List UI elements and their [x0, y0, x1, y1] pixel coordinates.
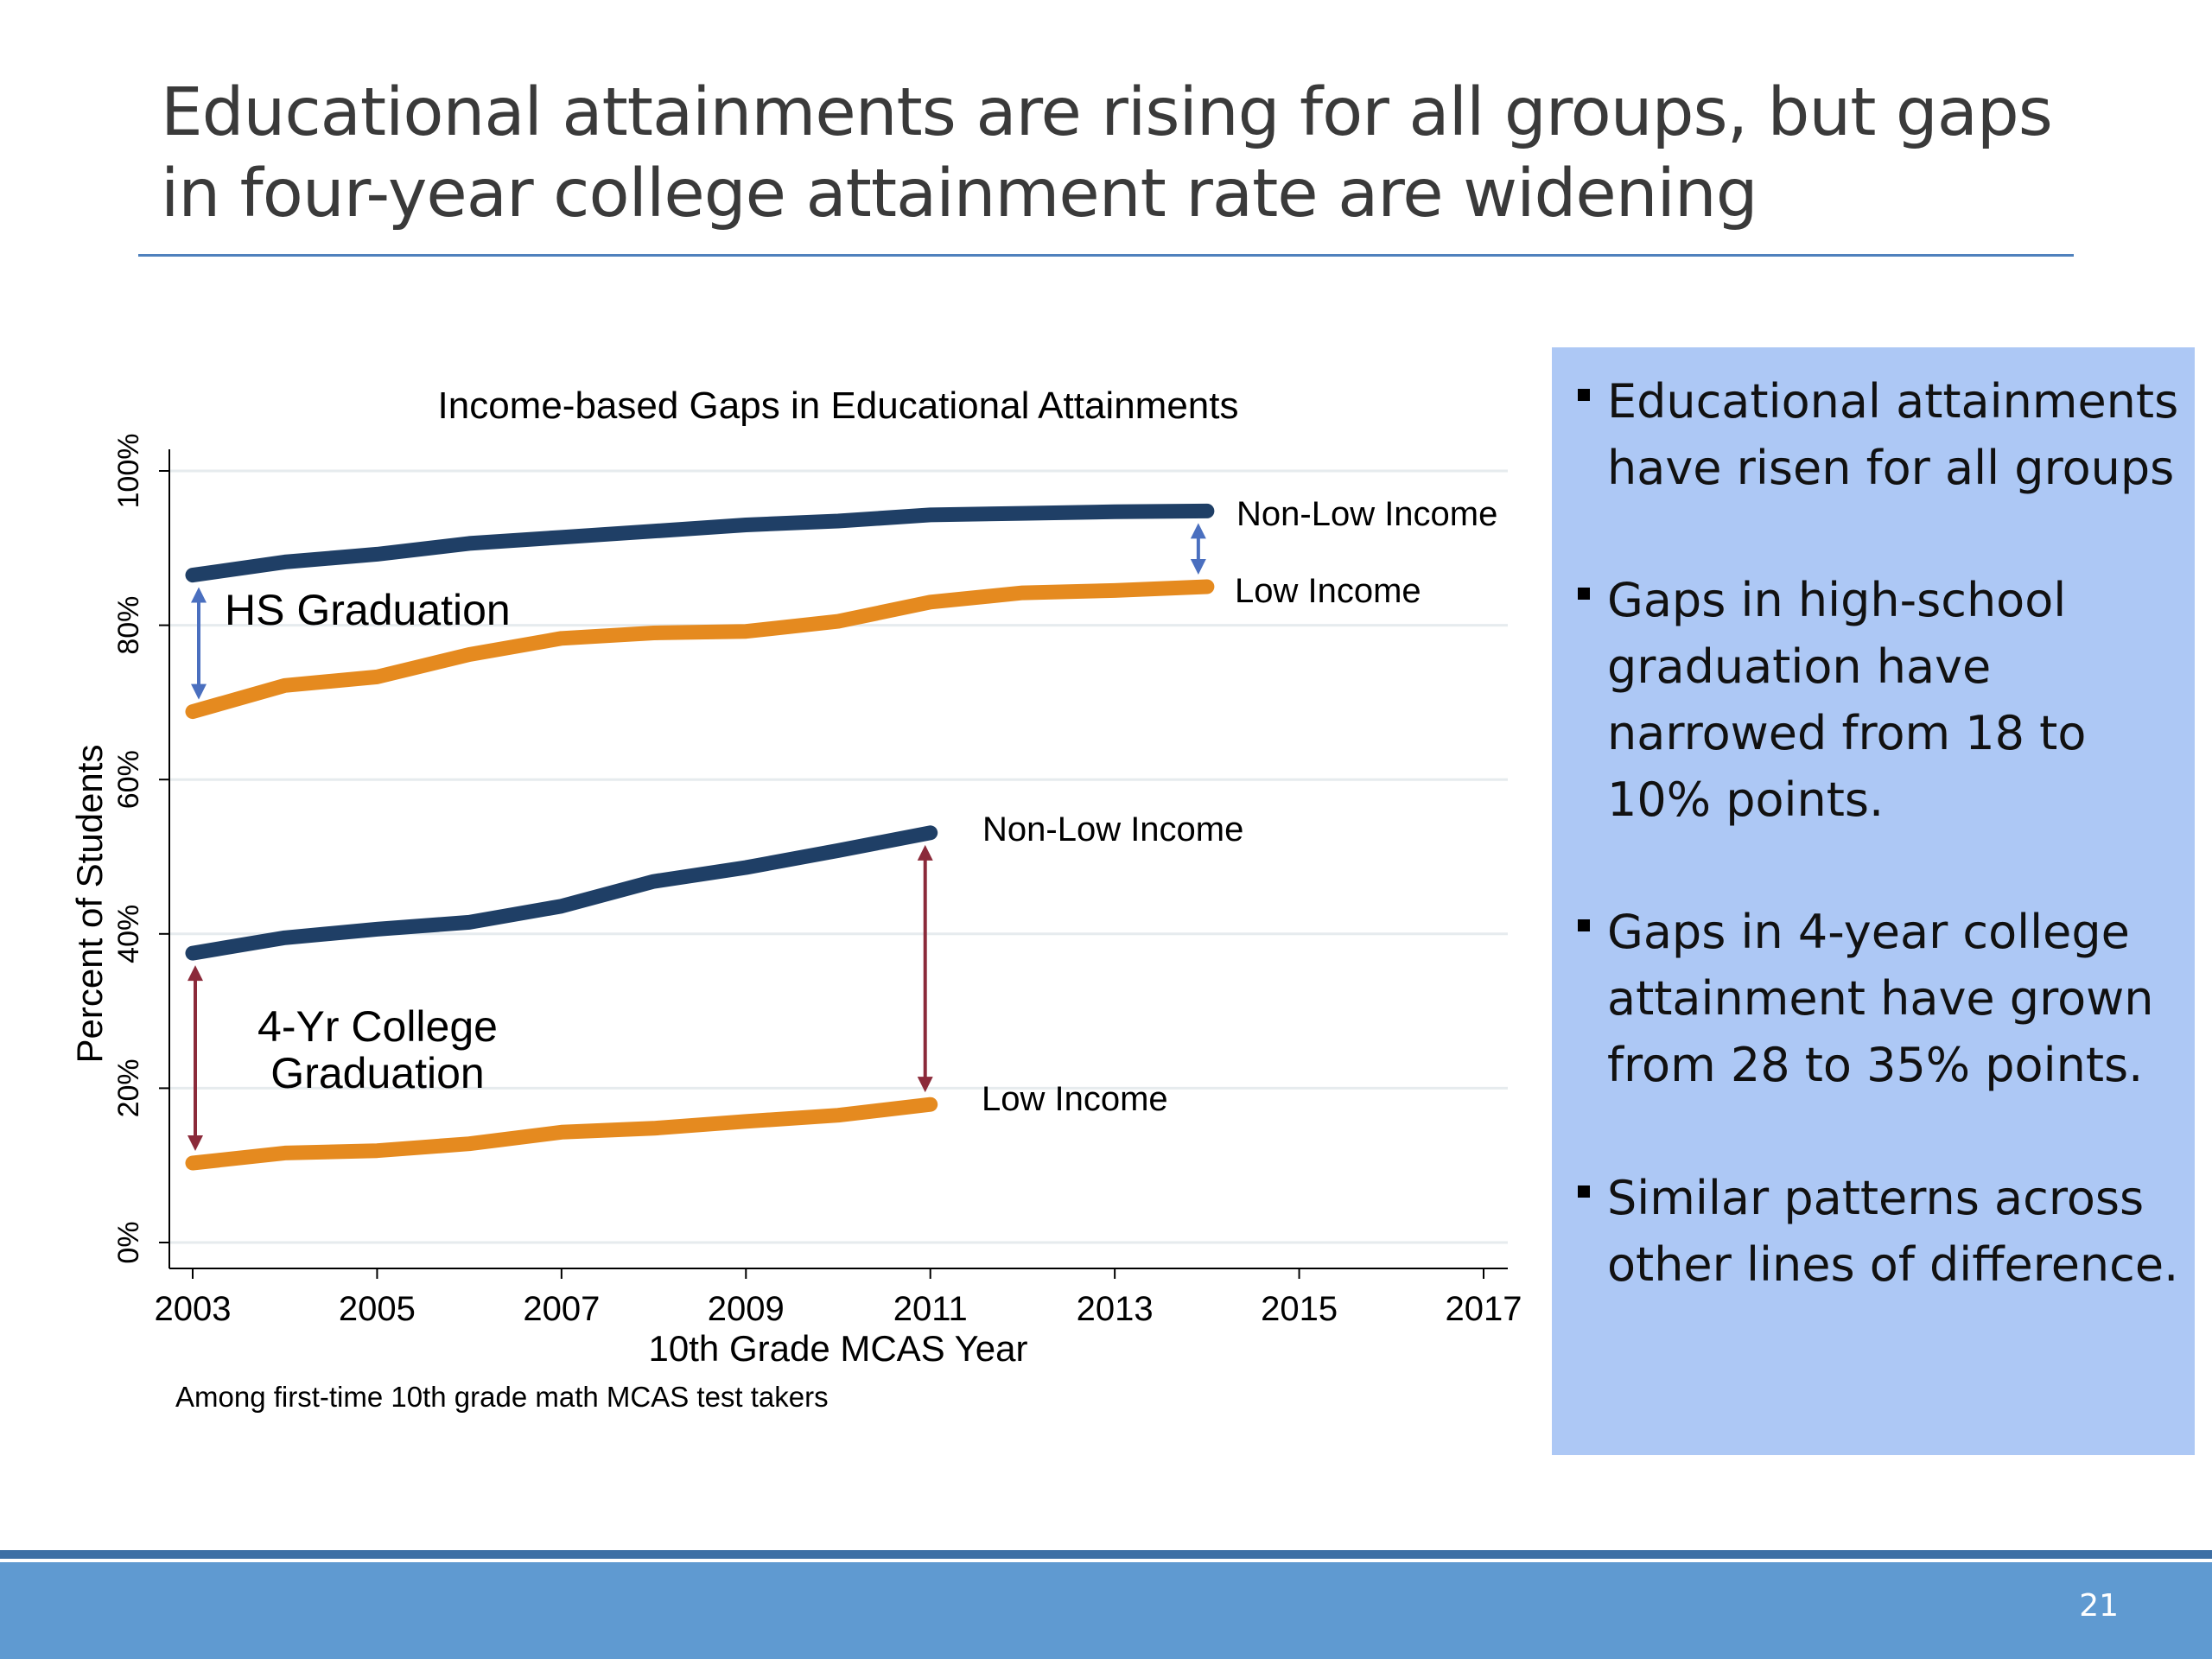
x-axis-label: 10th Grade MCAS Year — [649, 1328, 1028, 1369]
hs-gap-arrow-2014 — [1190, 523, 1206, 575]
slide-footer: 21 — [0, 1562, 2212, 1659]
arrow-head-up — [1190, 523, 1206, 539]
x-tick-label: 2015 — [1261, 1290, 1338, 1328]
series-lines — [185, 503, 1215, 1171]
y-tick-label: 80% — [112, 596, 145, 655]
bullet-text: Similar patterns across other lines of d… — [1607, 1171, 2179, 1292]
square-bullet-icon — [1578, 919, 1590, 931]
series-line — [185, 825, 938, 961]
arrow-head-down — [917, 1077, 933, 1093]
y-tick-label: 40% — [112, 905, 145, 963]
arrow-head-up — [188, 965, 203, 982]
x-tick-label: 2013 — [1077, 1290, 1154, 1328]
arrow-head-down — [1190, 558, 1206, 575]
x-tick-label: 2011 — [893, 1290, 968, 1328]
arrow-head-down — [188, 1135, 203, 1152]
college-gap-arrow-2003 — [188, 965, 203, 1152]
arrow-head-down — [191, 683, 207, 700]
y-axis-label: Percent of Students — [69, 745, 110, 1064]
footer-divider — [0, 1550, 2212, 1559]
attainment-line-chart: Income-based Gaps in Educational Attainm… — [69, 385, 1522, 1413]
x-tick-label: 2003 — [155, 1290, 232, 1328]
arrow-head-up — [917, 844, 933, 861]
bullet-item: Gaps in 4-year college attainment have g… — [1578, 899, 2183, 1098]
bullet-item: Similar patterns across other lines of d… — [1578, 1165, 2183, 1298]
hs-gap-arrow-2003 — [191, 587, 207, 700]
group-label-hs-graduation: HS Graduation — [225, 586, 511, 634]
series-label-college-non-low-income: Non-Low Income — [982, 810, 1243, 849]
series-line — [185, 1096, 938, 1171]
page-number: 21 — [2079, 1588, 2119, 1624]
bullet-text: Gaps in high-school graduation have narr… — [1607, 573, 2087, 827]
square-bullet-icon — [1578, 588, 1590, 600]
chart-title: Income-based Gaps in Educational Attainm… — [438, 385, 1239, 427]
y-tick-label: 0% — [112, 1221, 145, 1263]
bullet-text: Educational attainments have risen for a… — [1607, 374, 2179, 495]
square-bullet-icon — [1578, 389, 1590, 401]
bullet-text: Gaps in 4-year college attainment have g… — [1607, 905, 2154, 1092]
y-tick-label: 100% — [112, 434, 145, 509]
square-bullet-icon — [1578, 1185, 1590, 1198]
chart-labels: Non-Low Income Low Income Non-Low Income Lo… — [225, 495, 1497, 1118]
y-tick-label: 60% — [112, 750, 145, 809]
gap-arrows — [188, 523, 1206, 1152]
series-label-college-low-income: Low Income — [982, 1080, 1168, 1118]
college-gap-arrow-2011 — [917, 844, 933, 1093]
title-divider — [138, 254, 2074, 257]
x-tick-label: 2005 — [339, 1290, 416, 1328]
group-label-college-line2: Graduation — [270, 1049, 484, 1097]
x-tick-label: 2017 — [1446, 1290, 1522, 1328]
y-tick-label: 20% — [112, 1058, 145, 1117]
group-label-college-line1: 4-Yr College — [257, 1002, 498, 1051]
axes: 0% 20% 40% 60% 80% 100% 2003 2005 2007 2009 2011 20… — [112, 434, 1522, 1328]
series-label-hs-non-low-income: Non-Low Income — [1236, 495, 1497, 533]
series-line — [185, 579, 1215, 720]
bullet-item: Gaps in high-school graduation have narr… — [1578, 567, 2183, 833]
slide-title: Educational attainments are rising for a… — [161, 74, 2053, 232]
key-points-panel: Educational attainments have risen for a… — [1552, 347, 2195, 1455]
arrow-head-up — [191, 587, 207, 603]
chart-note: Among first-time 10th grade math MCAS te… — [175, 1381, 829, 1413]
series-label-hs-low-income: Low Income — [1235, 572, 1421, 610]
x-tick-label: 2009 — [708, 1290, 785, 1328]
bullet-item: Educational attainments have risen for a… — [1578, 368, 2183, 501]
x-tick-label: 2007 — [523, 1290, 600, 1328]
series-line — [185, 503, 1215, 583]
